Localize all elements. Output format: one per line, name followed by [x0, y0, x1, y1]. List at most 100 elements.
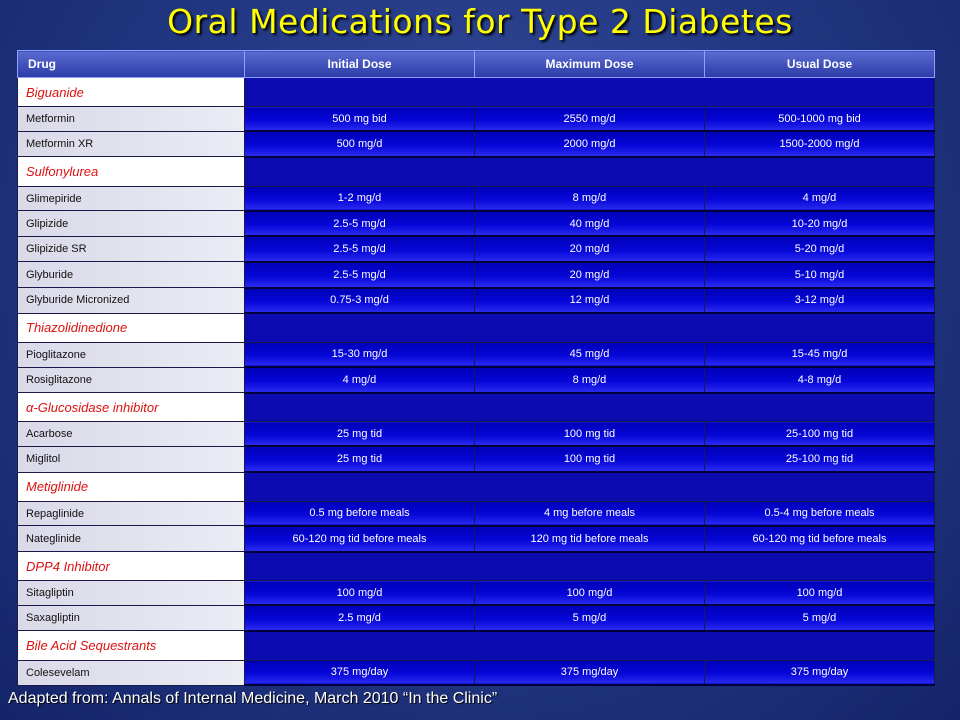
- drug-row: Glimepiride 1-2 mg/d 8 mg/d 4 mg/d: [17, 185, 935, 212]
- maximum-dose: 4 mg before meals: [474, 500, 705, 527]
- maximum-dose: 8 mg/d: [474, 366, 705, 394]
- drug-name: Miglitol: [17, 445, 245, 473]
- maximum-dose: 5 mg/d: [474, 604, 705, 632]
- initial-dose: 500 mg/d: [244, 130, 475, 158]
- usual-dose: 60-120 mg tid before meals: [704, 525, 935, 553]
- initial-dose: 2.5-5 mg/d: [244, 261, 475, 289]
- category-fill: [244, 392, 935, 423]
- drug-name: Glipizide SR: [17, 235, 245, 263]
- slide-title: Oral Medications for Type 2 Diabetes: [167, 2, 793, 41]
- drug-name: Colesevelam: [17, 659, 245, 686]
- initial-dose: 2.5-5 mg/d: [244, 235, 475, 263]
- drug-name: Saxagliptin: [17, 604, 245, 632]
- drug-name: Nateglinide: [17, 525, 245, 552]
- column-header-usual-dose: Usual Dose: [704, 50, 935, 78]
- category-fill: [244, 76, 935, 108]
- drug-name: Repaglinide: [17, 500, 245, 527]
- category-fill: [244, 471, 935, 502]
- drug-row: Metformin XR 500 mg/d 2000 mg/d 1500-2000 m…: [17, 130, 935, 158]
- category-row: Biguanide: [17, 76, 935, 108]
- drug-name: Metformin: [17, 106, 245, 132]
- initial-dose: 100 mg/d: [244, 580, 475, 607]
- maximum-dose: 375 mg/day: [474, 659, 705, 686]
- usual-dose: 4-8 mg/d: [704, 366, 935, 394]
- drug-name: Glyburide Micronized: [17, 287, 245, 314]
- initial-dose: 25 mg tid: [244, 421, 475, 448]
- medications-table: Drug Initial Dose Maximum Dose Usual Dos…: [17, 50, 935, 686]
- initial-dose: 60-120 mg tid before meals: [244, 525, 475, 553]
- usual-dose: 100 mg/d: [704, 580, 935, 607]
- category-fill: [244, 630, 935, 661]
- category-label: Sulfonylurea: [17, 156, 245, 187]
- source-citation: Adapted from: Annals of Internal Medicin…: [8, 690, 498, 707]
- maximum-dose: 20 mg/d: [474, 235, 705, 263]
- drug-row: Pioglitazone 15-30 mg/d 45 mg/d 15-45 mg/d: [17, 341, 935, 369]
- drug-row: Glyburide 2.5-5 mg/d 20 mg/d 5-10 mg/d: [17, 261, 935, 289]
- initial-dose: 500 mg bid: [244, 106, 475, 133]
- initial-dose: 1-2 mg/d: [244, 185, 475, 212]
- drug-row: Repaglinide 0.5 mg before meals 4 mg befor…: [17, 500, 935, 527]
- category-row: Bile Acid Sequestrants: [17, 630, 935, 661]
- category-fill: [244, 550, 935, 582]
- maximum-dose: 100 mg/d: [474, 580, 705, 607]
- drug-name: Glimepiride: [17, 185, 245, 212]
- usual-dose: 3-12 mg/d: [704, 287, 935, 315]
- drug-name: Acarbose: [17, 421, 245, 447]
- drug-row: Nateglinide 60-120 mg tid before meals 120…: [17, 525, 935, 553]
- initial-dose: 2.5-5 mg/d: [244, 210, 475, 238]
- drug-row: Miglitol 25 mg tid 100 mg tid 25-100 mg tid: [17, 445, 935, 474]
- maximum-dose: 120 mg tid before meals: [474, 525, 705, 553]
- drug-row: Glyburide Micronized 0.75-3 mg/d 12 mg/d 3-…: [17, 287, 935, 315]
- drug-name: Glipizide: [17, 210, 245, 237]
- usual-dose: 25-100 mg tid: [704, 421, 935, 448]
- table-body: Biguanide Metformin 500 mg bid 2550 mg/d 500…: [17, 76, 935, 686]
- category-row: Thiazolidinedione: [17, 312, 935, 343]
- maximum-dose: 40 mg/d: [474, 210, 705, 238]
- initial-dose: 0.5 mg before meals: [244, 500, 475, 527]
- initial-dose: 375 mg/day: [244, 659, 475, 686]
- drug-name: Sitagliptin: [17, 580, 245, 606]
- category-row: α-Glucosidase inhibitor: [17, 392, 935, 423]
- category-label: Thiazolidinedione: [17, 312, 245, 343]
- maximum-dose: 20 mg/d: [474, 261, 705, 289]
- drug-row: Saxagliptin 2.5 mg/d 5 mg/d 5 mg/d: [17, 604, 935, 632]
- maximum-dose: 2550 mg/d: [474, 106, 705, 133]
- drug-name: Rosiglitazone: [17, 366, 245, 394]
- maximum-dose: 100 mg tid: [474, 445, 705, 474]
- category-row: Metiglinide: [17, 471, 935, 502]
- table-header-row: Drug Initial Dose Maximum Dose Usual Dos…: [17, 50, 935, 78]
- category-fill: [244, 312, 935, 343]
- drug-row: Acarbose 25 mg tid 100 mg tid 25-100 mg tid: [17, 421, 935, 448]
- drug-name: Pioglitazone: [17, 341, 245, 368]
- maximum-dose: 12 mg/d: [474, 287, 705, 315]
- category-label: Bile Acid Sequestrants: [17, 630, 245, 661]
- usual-dose: 4 mg/d: [704, 185, 935, 212]
- usual-dose: 15-45 mg/d: [704, 341, 935, 369]
- drug-row: Sitagliptin 100 mg/d 100 mg/d 100 mg/d: [17, 580, 935, 607]
- maximum-dose: 45 mg/d: [474, 341, 705, 369]
- usual-dose: 1500-2000 mg/d: [704, 130, 935, 158]
- category-fill: [244, 156, 935, 187]
- drug-row: Glipizide 2.5-5 mg/d 40 mg/d 10-20 mg/d: [17, 210, 935, 238]
- usual-dose: 0.5-4 mg before meals: [704, 500, 935, 527]
- usual-dose: 500-1000 mg bid: [704, 106, 935, 133]
- usual-dose: 375 mg/day: [704, 659, 935, 686]
- drug-row: Colesevelam 375 mg/day 375 mg/day 375 mg/da…: [17, 659, 935, 686]
- usual-dose: 25-100 mg tid: [704, 445, 935, 474]
- drug-row: Metformin 500 mg bid 2550 mg/d 500-1000 mg …: [17, 106, 935, 133]
- drug-name: Glyburide: [17, 261, 245, 289]
- usual-dose: 5-20 mg/d: [704, 235, 935, 263]
- category-label: Biguanide: [17, 76, 245, 108]
- initial-dose: 15-30 mg/d: [244, 341, 475, 369]
- column-header-maximum-dose: Maximum Dose: [474, 50, 705, 78]
- initial-dose: 25 mg tid: [244, 445, 475, 474]
- category-row: Sulfonylurea: [17, 156, 935, 187]
- category-label: DPP4 Inhibitor: [17, 550, 245, 582]
- usual-dose: 10-20 mg/d: [704, 210, 935, 238]
- initial-dose: 4 mg/d: [244, 366, 475, 394]
- category-label: Metiglinide: [17, 471, 245, 502]
- initial-dose: 2.5 mg/d: [244, 604, 475, 632]
- maximum-dose: 100 mg tid: [474, 421, 705, 448]
- drug-row: Rosiglitazone 4 mg/d 8 mg/d 4-8 mg/d: [17, 366, 935, 394]
- usual-dose: 5 mg/d: [704, 604, 935, 632]
